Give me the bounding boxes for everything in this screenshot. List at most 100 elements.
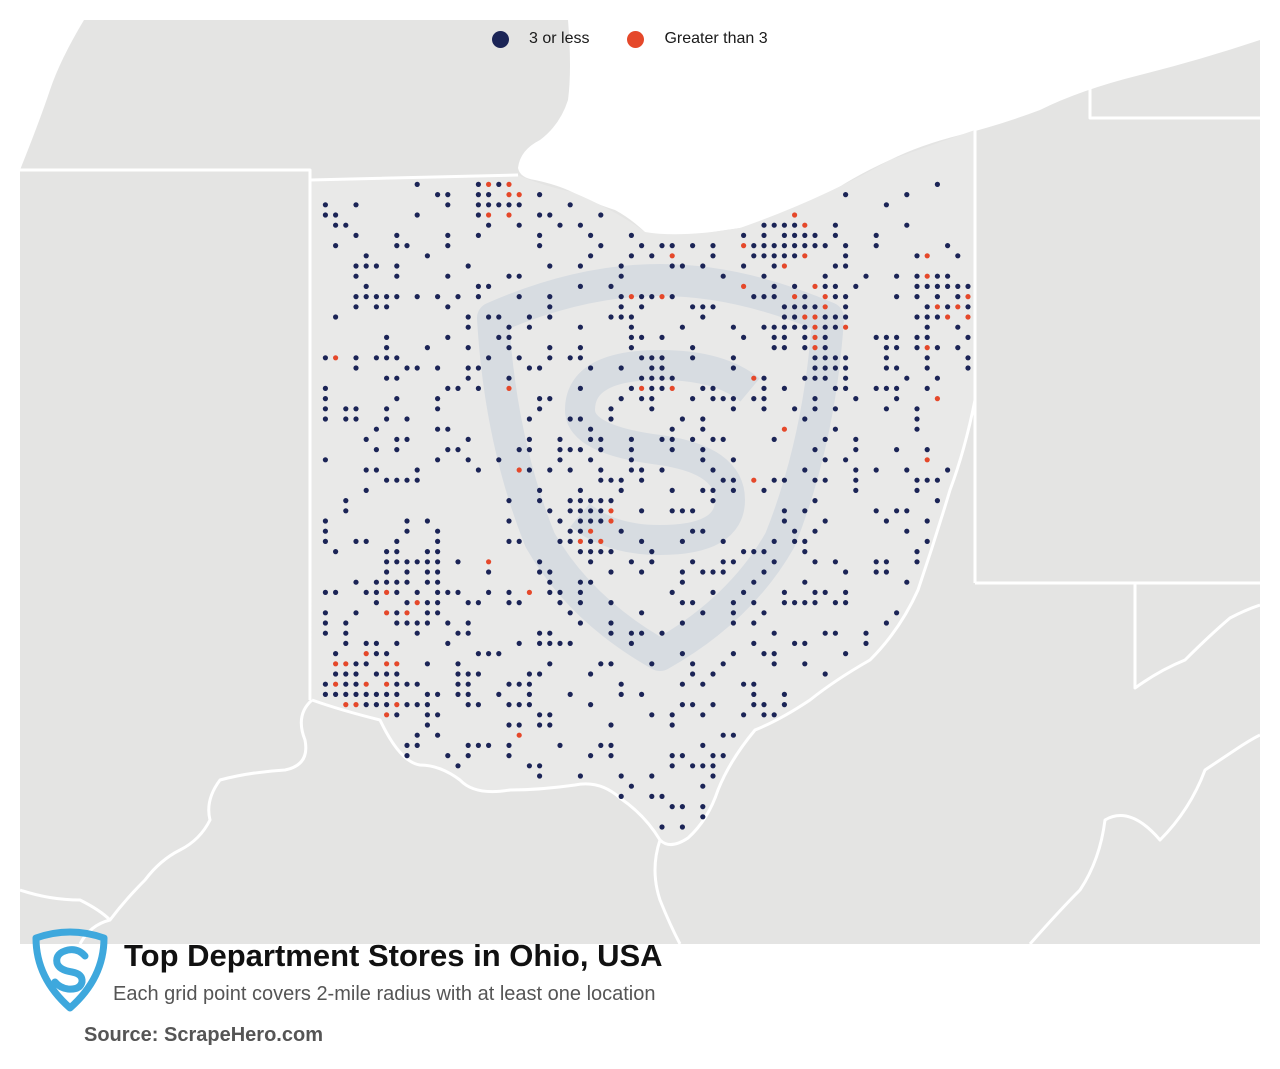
- grid-point-3-or-less: [914, 477, 920, 483]
- grid-point-3-or-less: [761, 406, 767, 412]
- grid-point-3-or-less: [639, 569, 645, 575]
- grid-point-3-or-less: [404, 579, 410, 585]
- grid-point-3-or-less: [700, 569, 706, 575]
- grid-point-3-or-less: [475, 702, 481, 708]
- grid-point-3-or-less: [373, 691, 379, 698]
- grid-point-3-or-less: [924, 365, 930, 371]
- grid-point-3-or-less: [710, 253, 716, 259]
- grid-point-3-or-less: [894, 345, 900, 351]
- grid-point-3-or-less: [690, 396, 696, 402]
- grid-point-3-or-less: [384, 569, 390, 575]
- grid-point-3-or-less: [343, 640, 349, 647]
- grid-point-3-or-less: [414, 589, 420, 596]
- grid-point-3-or-less: [628, 385, 635, 391]
- grid-point-3-or-less: [496, 334, 502, 340]
- grid-point-3-or-less: [618, 528, 624, 534]
- grid-point-3-or-less: [475, 283, 481, 289]
- grid-point-3-or-less: [455, 447, 461, 453]
- grid-point-3-or-less: [659, 793, 665, 800]
- grid-point-3-or-less: [608, 283, 614, 289]
- grid-point-3-or-less: [853, 467, 859, 473]
- grid-point-3-or-less: [924, 283, 930, 289]
- grid-point-3-or-less: [394, 559, 400, 565]
- grid-point-3-or-less: [771, 253, 777, 259]
- grid-point-3-or-less: [547, 722, 553, 728]
- grid-point-greater-than-3: [741, 283, 747, 289]
- grid-point-3-or-less: [649, 385, 655, 391]
- grid-point-3-or-less: [700, 712, 706, 718]
- grid-point-3-or-less: [873, 559, 879, 565]
- grid-point-3-or-less: [955, 345, 961, 351]
- grid-point-3-or-less: [322, 589, 328, 596]
- grid-point-3-or-less: [720, 273, 726, 279]
- grid-point-3-or-less: [404, 518, 410, 524]
- grid-point-3-or-less: [659, 375, 665, 381]
- grid-point-3-or-less: [690, 559, 696, 565]
- grid-point-3-or-less: [394, 589, 400, 596]
- grid-point-3-or-less: [404, 600, 410, 606]
- grid-point-3-or-less: [445, 385, 451, 391]
- grid-point-greater-than-3: [404, 610, 410, 616]
- grid-point-3-or-less: [465, 457, 471, 463]
- grid-point-3-or-less: [832, 385, 839, 391]
- grid-point-3-or-less: [567, 538, 573, 545]
- grid-point-3-or-less: [526, 763, 532, 769]
- grid-point-3-or-less: [537, 192, 543, 198]
- grid-point-3-or-less: [894, 447, 900, 453]
- grid-point-3-or-less: [924, 538, 930, 545]
- grid-point-3-or-less: [526, 324, 532, 330]
- grid-point-3-or-less: [832, 232, 839, 238]
- grid-point-3-or-less: [486, 283, 492, 289]
- grid-point-3-or-less: [802, 304, 808, 310]
- grid-point-3-or-less: [343, 416, 349, 422]
- map-canvas: [20, 20, 1260, 944]
- grid-point-3-or-less: [567, 610, 573, 616]
- grid-point-3-or-less: [894, 365, 900, 371]
- grid-point-3-or-less: [679, 569, 686, 575]
- grid-point-3-or-less: [771, 661, 777, 667]
- grid-point-greater-than-3: [608, 508, 614, 514]
- grid-point-greater-than-3: [506, 212, 512, 218]
- grid-point-3-or-less: [445, 202, 451, 208]
- grid-point-3-or-less: [934, 345, 941, 351]
- grid-point-3-or-less: [812, 589, 818, 596]
- grid-point-3-or-less: [934, 273, 941, 279]
- grid-point-3-or-less: [904, 192, 910, 198]
- legend-item-3-or-less: 3 or less: [492, 30, 589, 48]
- grid-point-3-or-less: [792, 222, 798, 228]
- grid-point-3-or-less: [394, 712, 400, 718]
- grid-point-greater-than-3: [516, 467, 522, 473]
- grid-point-3-or-less: [751, 294, 757, 300]
- grid-point-3-or-less: [567, 691, 573, 698]
- grid-point-greater-than-3: [516, 192, 522, 198]
- grid-point-3-or-less: [965, 304, 971, 310]
- grid-point-greater-than-3: [506, 181, 512, 187]
- grid-point-3-or-less: [404, 528, 410, 534]
- grid-point-3-or-less: [812, 447, 818, 453]
- grid-point-3-or-less: [526, 416, 532, 422]
- grid-point-3-or-less: [547, 212, 553, 218]
- grid-point-greater-than-3: [792, 212, 798, 218]
- grid-point-3-or-less: [679, 579, 686, 585]
- ohio-state: [310, 130, 975, 845]
- grid-point-3-or-less: [679, 651, 686, 657]
- grid-point-3-or-less: [781, 324, 788, 330]
- grid-point-3-or-less: [822, 365, 828, 371]
- grid-point-3-or-less: [628, 232, 635, 238]
- grid-point-3-or-less: [649, 253, 655, 259]
- grid-point-3-or-less: [384, 579, 390, 585]
- grid-point-3-or-less: [577, 263, 584, 269]
- grid-point-3-or-less: [761, 324, 767, 330]
- grid-point-3-or-less: [792, 600, 798, 606]
- grid-point-3-or-less: [934, 283, 941, 289]
- grid-point-3-or-less: [822, 457, 828, 463]
- grid-point-3-or-less: [465, 671, 471, 677]
- grid-point-3-or-less: [812, 477, 818, 483]
- grid-point-3-or-less: [465, 375, 471, 381]
- grid-point-greater-than-3: [384, 661, 390, 667]
- grid-point-3-or-less: [822, 243, 828, 249]
- grid-point-3-or-less: [904, 222, 910, 228]
- grid-point-3-or-less: [363, 661, 369, 667]
- grid-point-3-or-less: [384, 345, 390, 351]
- grid-point-3-or-less: [873, 385, 879, 391]
